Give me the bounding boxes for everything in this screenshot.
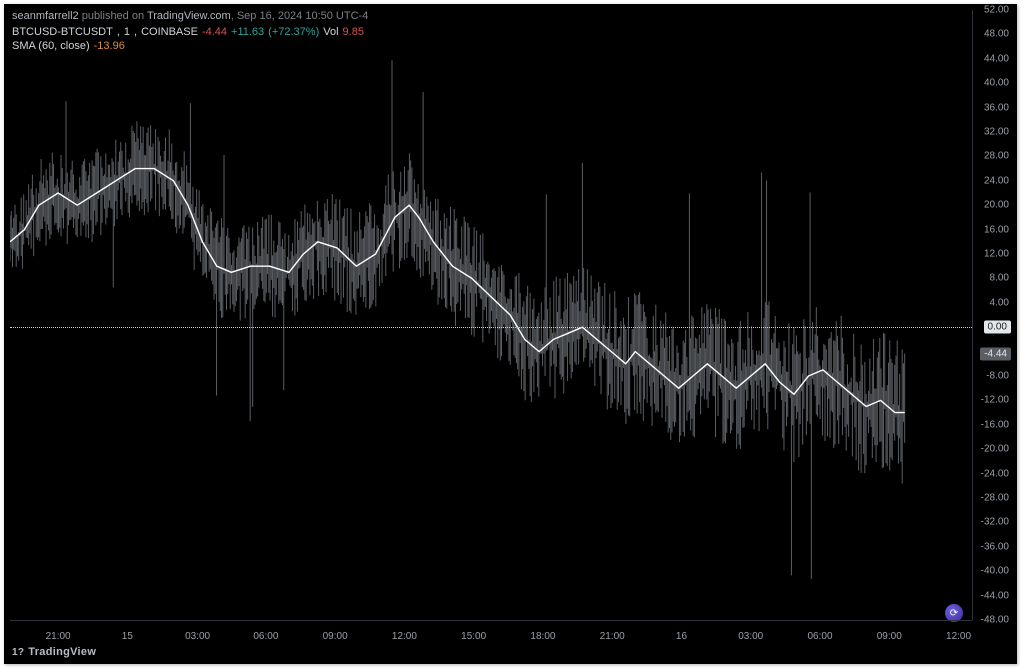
- tradingview-branding: 1? TradingView: [12, 646, 96, 658]
- zero-line: [10, 327, 972, 328]
- y-axis-tick-label: 52.00: [984, 5, 1009, 16]
- y-axis-tick-label: -36.00: [981, 541, 1009, 552]
- y-axis-tick-label: 8.00: [990, 273, 1009, 284]
- x-axis-tick-label: 06:00: [253, 631, 278, 642]
- x-axis-tick-label: 03:00: [738, 631, 763, 642]
- tradingview-icon: 1?: [12, 647, 24, 658]
- x-axis-tick-label: 16: [676, 631, 687, 642]
- x-axis-tick-label: 21:00: [600, 631, 625, 642]
- x-axis-tick-label: 21:00: [46, 631, 71, 642]
- y-axis-tick-label: -28.00: [981, 493, 1009, 504]
- y-axis-tick-label: -24.00: [981, 468, 1009, 479]
- x-axis-tick-label: 03:00: [185, 631, 210, 642]
- y-axis-tick-label: 48.00: [984, 29, 1009, 40]
- y-axis-tick-label: 44.00: [984, 53, 1009, 64]
- y-axis-tick-label: 40.00: [984, 78, 1009, 89]
- x-axis-tick-label: 15: [122, 631, 133, 642]
- x-axis-tick-label: 12:00: [392, 631, 417, 642]
- y-axis-tick-label: 28.00: [984, 151, 1009, 162]
- zero-price-tag: 0.00: [984, 321, 1011, 334]
- x-axis-tick-label: 12:00: [946, 631, 971, 642]
- y-axis-tick-label: -44.00: [981, 590, 1009, 601]
- y-axis-tick-label: -8.00: [986, 371, 1009, 382]
- goto-date-icon: ⟳: [950, 608, 958, 619]
- y-axis-tick-label: 36.00: [984, 102, 1009, 113]
- x-axis-tick-label: 15:00: [461, 631, 486, 642]
- y-axis-tick-label: 12.00: [984, 249, 1009, 260]
- y-axis-tick-label: 16.00: [984, 224, 1009, 235]
- price-chart[interactable]: [10, 10, 972, 620]
- y-axis-tick-label: 32.00: [984, 127, 1009, 138]
- y-axis-tick-label: -20.00: [981, 444, 1009, 455]
- x-axis-line: [10, 620, 972, 621]
- last-price-tag: -4.44: [980, 348, 1011, 361]
- chart-frame: seanmfarrell2 published on TradingView.c…: [4, 4, 1017, 664]
- x-axis-tick-label: 06:00: [807, 631, 832, 642]
- price-bars: [10, 61, 905, 579]
- y-axis-tick-label: -40.00: [981, 566, 1009, 577]
- y-axis-tick-label: -32.00: [981, 517, 1009, 528]
- y-axis-tick-label: 20.00: [984, 200, 1009, 211]
- y-axis-tick-label: 4.00: [990, 297, 1009, 308]
- branding-text: TradingView: [28, 646, 96, 658]
- x-axis-tick-label: 09:00: [877, 631, 902, 642]
- x-axis-tick-label: 18:00: [530, 631, 555, 642]
- x-axis-tick-label: 09:00: [323, 631, 348, 642]
- y-axis-line: [972, 10, 973, 620]
- y-axis-tick-label: -12.00: [981, 395, 1009, 406]
- y-axis-tick-label: 24.00: [984, 175, 1009, 186]
- y-axis-tick-label: -16.00: [981, 419, 1009, 430]
- y-axis-tick-label: -48.00: [981, 615, 1009, 626]
